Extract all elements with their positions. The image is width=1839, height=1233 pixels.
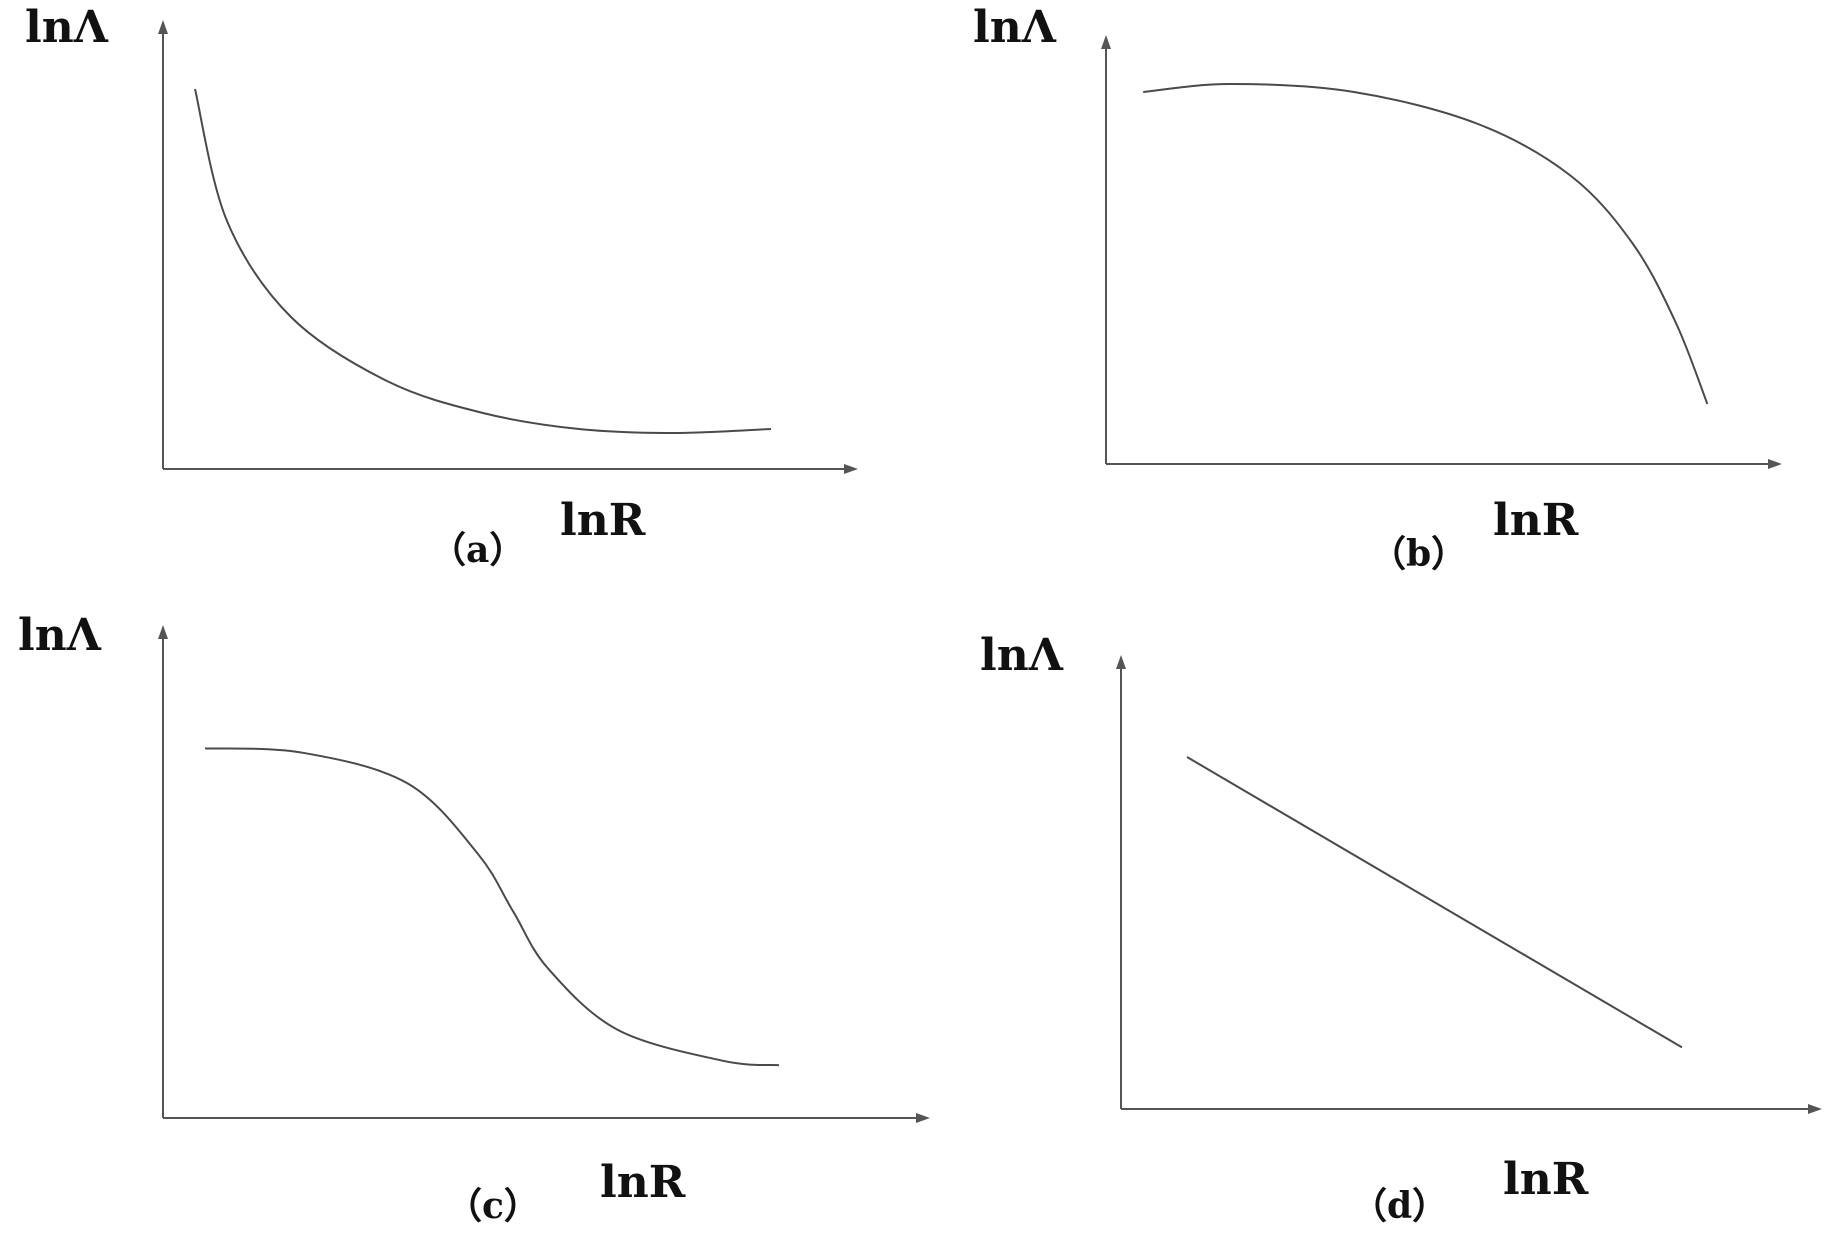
panel-caption: （a）: [430, 529, 525, 571]
panel-c: lnΛ lnR （c）: [18, 610, 930, 1227]
x-axis-arrow: [1808, 1104, 1822, 1114]
x-axis-label: lnR: [560, 495, 646, 546]
y-axis-arrow: [158, 20, 168, 34]
x-axis-arrow: [1768, 459, 1782, 469]
series-line: [204, 747, 780, 1067]
y-axis-label: lnΛ: [973, 2, 1057, 53]
x-axis-label: lnR: [1503, 1154, 1589, 1205]
x-axis-label: lnR: [1493, 495, 1579, 546]
x-axis-label: lnR: [600, 1157, 686, 1208]
panel-a: lnΛ lnR （a）: [25, 2, 858, 571]
y-axis-label: lnΛ: [980, 630, 1064, 681]
y-axis-arrow: [158, 625, 168, 639]
series-line: [1143, 82, 1709, 405]
y-axis-label: lnΛ: [18, 610, 102, 661]
panel-caption: （b）: [1370, 533, 1467, 575]
series-line: [1186, 756, 1683, 1049]
x-axis-arrow: [916, 1113, 930, 1123]
y-axis-label: lnΛ: [25, 2, 109, 53]
panel-b: lnΛ lnR （b）: [973, 2, 1782, 575]
y-axis-arrow: [1116, 655, 1126, 669]
panel-caption: （c）: [446, 1185, 540, 1227]
series-line: [194, 88, 772, 435]
y-axis-arrow: [1101, 35, 1111, 49]
x-axis-arrow: [844, 464, 858, 474]
panel-caption: （d）: [1351, 1185, 1448, 1227]
panel-d: lnΛ lnR （d）: [980, 630, 1822, 1227]
